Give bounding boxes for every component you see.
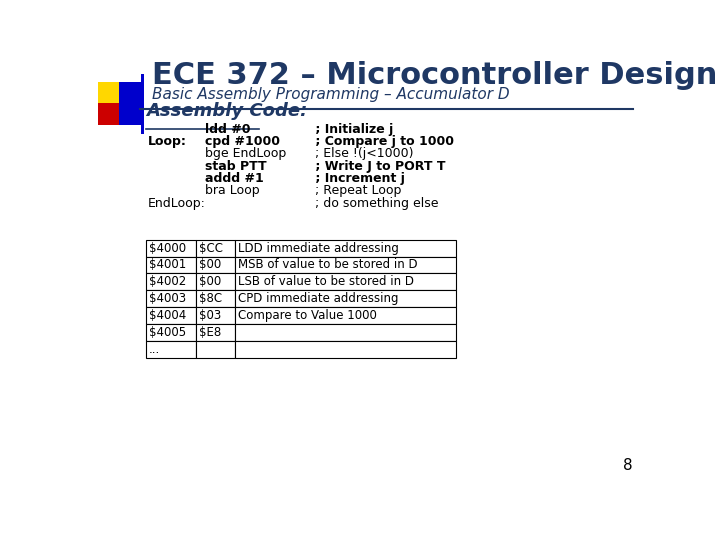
Text: EndLoop:: EndLoop: (148, 197, 206, 210)
Text: $00: $00 (199, 259, 222, 272)
Bar (145, 291, 196, 307)
Text: ; Initialize j: ; Initialize j (311, 123, 393, 136)
Text: Assembly Code:: Assembly Code: (145, 102, 307, 120)
Text: $4003: $4003 (149, 292, 186, 306)
Text: ECE 372 – Microcontroller Design: ECE 372 – Microcontroller Design (152, 61, 717, 90)
Text: Loop:: Loop: (148, 135, 187, 148)
Text: ; do something else: ; do something else (311, 197, 438, 210)
Text: bge EndLoop: bge EndLoop (204, 147, 286, 160)
Text: CPD immediate addressing: CPD immediate addressing (238, 292, 399, 306)
Bar (145, 240, 196, 256)
Text: $03: $03 (199, 309, 222, 322)
Bar (235, 240, 456, 256)
Text: $CC: $CC (199, 241, 223, 254)
Bar (235, 273, 456, 291)
Bar (235, 307, 456, 325)
Text: $8C: $8C (199, 292, 222, 306)
Text: $4001: $4001 (149, 259, 186, 272)
Text: Basic Assembly Programming – Accumulator D: Basic Assembly Programming – Accumulator… (152, 87, 510, 102)
Bar (196, 273, 235, 291)
Bar (98, 103, 120, 125)
Bar (145, 341, 196, 358)
Bar (98, 82, 120, 103)
Text: Compare to Value 1000: Compare to Value 1000 (238, 309, 377, 322)
Text: MSB of value to be stored in D: MSB of value to be stored in D (238, 259, 418, 272)
Bar (196, 307, 235, 325)
Bar (196, 325, 235, 341)
Text: ldd #0: ldd #0 (204, 123, 251, 136)
Text: ; Else !(j<1000): ; Else !(j<1000) (311, 147, 413, 160)
Bar (145, 307, 196, 325)
Text: $4005: $4005 (149, 326, 186, 339)
Bar (235, 291, 456, 307)
Text: 8: 8 (623, 458, 632, 473)
Bar (120, 82, 141, 103)
Text: $00: $00 (199, 275, 222, 288)
Bar (235, 325, 456, 341)
Text: ; Increment j: ; Increment j (311, 172, 405, 185)
Bar (145, 273, 196, 291)
Bar (196, 341, 235, 358)
Text: $4000: $4000 (149, 241, 186, 254)
Bar (141, 74, 144, 134)
Bar (145, 325, 196, 341)
Bar (145, 256, 196, 273)
Text: stab PTT: stab PTT (204, 160, 266, 173)
Bar (235, 341, 456, 358)
Text: $E8: $E8 (199, 326, 222, 339)
Text: ...: ... (149, 343, 160, 356)
Text: $4004: $4004 (149, 309, 186, 322)
Text: ; Write J to PORT T: ; Write J to PORT T (311, 160, 446, 173)
Text: ; Compare j to 1000: ; Compare j to 1000 (311, 135, 454, 148)
Text: addd #1: addd #1 (204, 172, 264, 185)
Bar (235, 256, 456, 273)
Bar (196, 256, 235, 273)
Bar (196, 291, 235, 307)
Text: ; Repeat Loop: ; Repeat Loop (311, 184, 401, 197)
Text: $4002: $4002 (149, 275, 186, 288)
Text: LDD immediate addressing: LDD immediate addressing (238, 241, 399, 254)
Bar (196, 240, 235, 256)
Text: LSB of value to be stored in D: LSB of value to be stored in D (238, 275, 414, 288)
Bar (120, 103, 141, 125)
Text: cpd #1000: cpd #1000 (204, 135, 279, 148)
Text: bra Loop: bra Loop (204, 184, 259, 197)
